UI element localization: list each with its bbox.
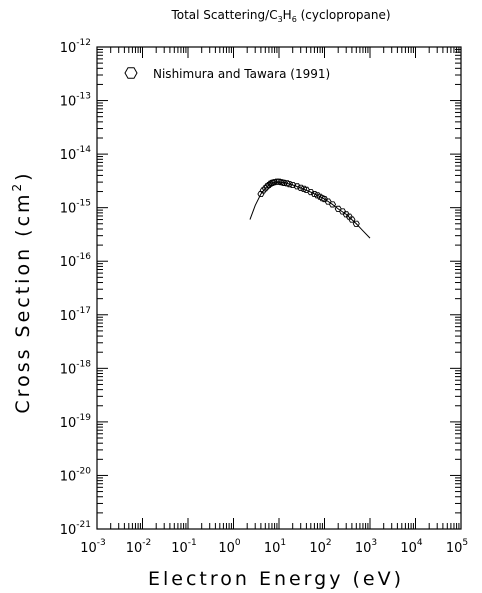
data-point-hexagon [263,183,271,190]
y-tick-label: 10-18 [60,359,92,377]
data-point-hexagon [313,192,321,199]
y-tick-label: 10-17 [60,306,91,324]
x-tick-label: 105 [446,538,468,556]
legend: Nishimura and Tawara (1991) [124,67,330,81]
series-lines [249,181,371,239]
x-tick-label: 10-2 [126,538,152,556]
legend-label: Nishimura and Tawara (1991) [153,67,330,81]
x-tick-label: 10-3 [80,538,106,556]
x-tick-label: 101 [264,538,286,556]
y-tick-label: 10-14 [60,145,92,163]
x-tick-label: 100 [218,538,241,556]
data-point-hexagon [300,185,308,192]
legend-hexagon-marker [124,67,138,79]
x-tick-label: 104 [400,538,423,556]
chart-title: Total Scattering/C3H6 (cyclopropane) [170,8,390,24]
data-point-hexagon [257,190,265,198]
data-point-hexagon [297,184,305,191]
y-tick-label: 10-13 [60,92,91,110]
data-point-hexagon [348,216,356,223]
data-point-hexagon [320,195,329,203]
data-point-hexagon [345,213,353,220]
data-point-hexagon [318,195,326,202]
y-tick-label: 10-19 [60,413,92,431]
x-tick-label: 103 [355,538,377,556]
y-tick-label: 10-12 [60,38,91,56]
fit-curve-line [249,181,371,239]
data-point-hexagon [352,220,360,227]
x-tick-labels: 10-3 10-2 10-1 100 101 102 103 104 105 [80,538,468,556]
plot-frame [96,46,462,530]
data-point-hexagon [339,208,347,215]
data-point-hexagon [283,180,291,187]
axis-ticks [96,46,462,530]
data-point-hexagon [328,201,337,208]
data-point-hexagon [342,211,350,218]
y-tick-label: 10-16 [60,252,92,270]
y-tick-label: 10-21 [60,520,91,538]
y-tick-label: 10-20 [60,466,92,484]
x-tick-label: 10-1 [171,538,197,556]
data-point-hexagon [289,181,297,189]
x-tick-label: 102 [309,538,331,556]
y-tick-label: 10-15 [60,199,91,217]
y-tick-labels: 10-21 10-20 10-19 10-18 10-17 10-16 10-15 10-14… [60,38,92,538]
series-markers [257,178,360,227]
y-axis-label: Cross Section (cm2) [10,170,34,413]
x-axis-label: Electron Energy (eV) [148,568,404,590]
data-point-hexagon [310,190,318,198]
